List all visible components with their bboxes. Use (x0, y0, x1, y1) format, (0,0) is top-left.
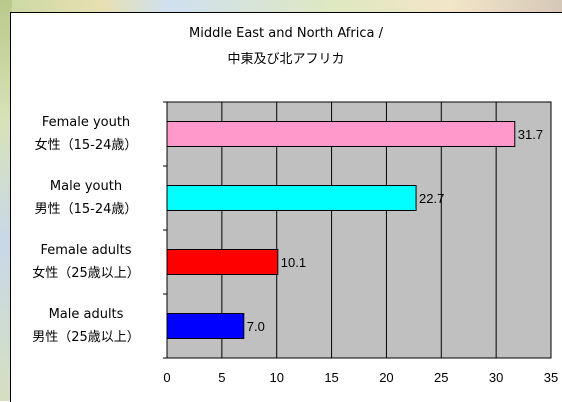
background-map-edge (0, 0, 12, 401)
category-labels: Female youth 女性（15-24歳） Male youth 男性（15-24… (32, 115, 140, 345)
bar (166, 121, 516, 147)
x-tick-label: 35 (544, 370, 558, 385)
category-label-en: Female adults (40, 243, 131, 258)
bar (166, 249, 279, 275)
chart-svg: Middle East and North Africa / 中東及び北アフリカ… (32, 26, 558, 385)
x-tick-label: 30 (489, 370, 503, 385)
data-label: 31.7 (518, 127, 543, 142)
category-label-en: Male adults (49, 307, 124, 322)
x-tick-label: 15 (324, 370, 338, 385)
x-tick-label: 10 (269, 370, 283, 385)
x-tick-label: 25 (434, 370, 448, 385)
bars: 31.7 22.7 10.1 7.0 (166, 121, 543, 339)
x-tick-label: 20 (379, 370, 393, 385)
x-tick-label: 0 (163, 370, 170, 385)
x-tick-label: 5 (218, 370, 225, 385)
category-label-en: Male youth (50, 179, 122, 194)
category-label-en: Female youth (42, 115, 130, 130)
bar (166, 313, 245, 339)
x-axis-ticks: 0 5 10 15 20 25 30 35 (163, 370, 558, 385)
chart-title: Middle East and North Africa / (189, 26, 384, 41)
category-label-ja: 女性（15-24歳） (35, 137, 138, 153)
data-label: 10.1 (281, 255, 306, 270)
category-label-ja: 男性（15-24歳） (35, 202, 138, 217)
category-label-ja: 男性（25歳以上） (32, 330, 140, 345)
chart-frame: Middle East and North Africa / 中東及び北アフリカ… (10, 12, 562, 402)
category-label-ja: 女性（25歳以上） (32, 265, 140, 281)
bar (166, 185, 417, 211)
chart-subtitle: 中東及び北アフリカ (227, 51, 344, 67)
data-label: 7.0 (247, 319, 265, 334)
data-label: 22.7 (419, 191, 444, 206)
